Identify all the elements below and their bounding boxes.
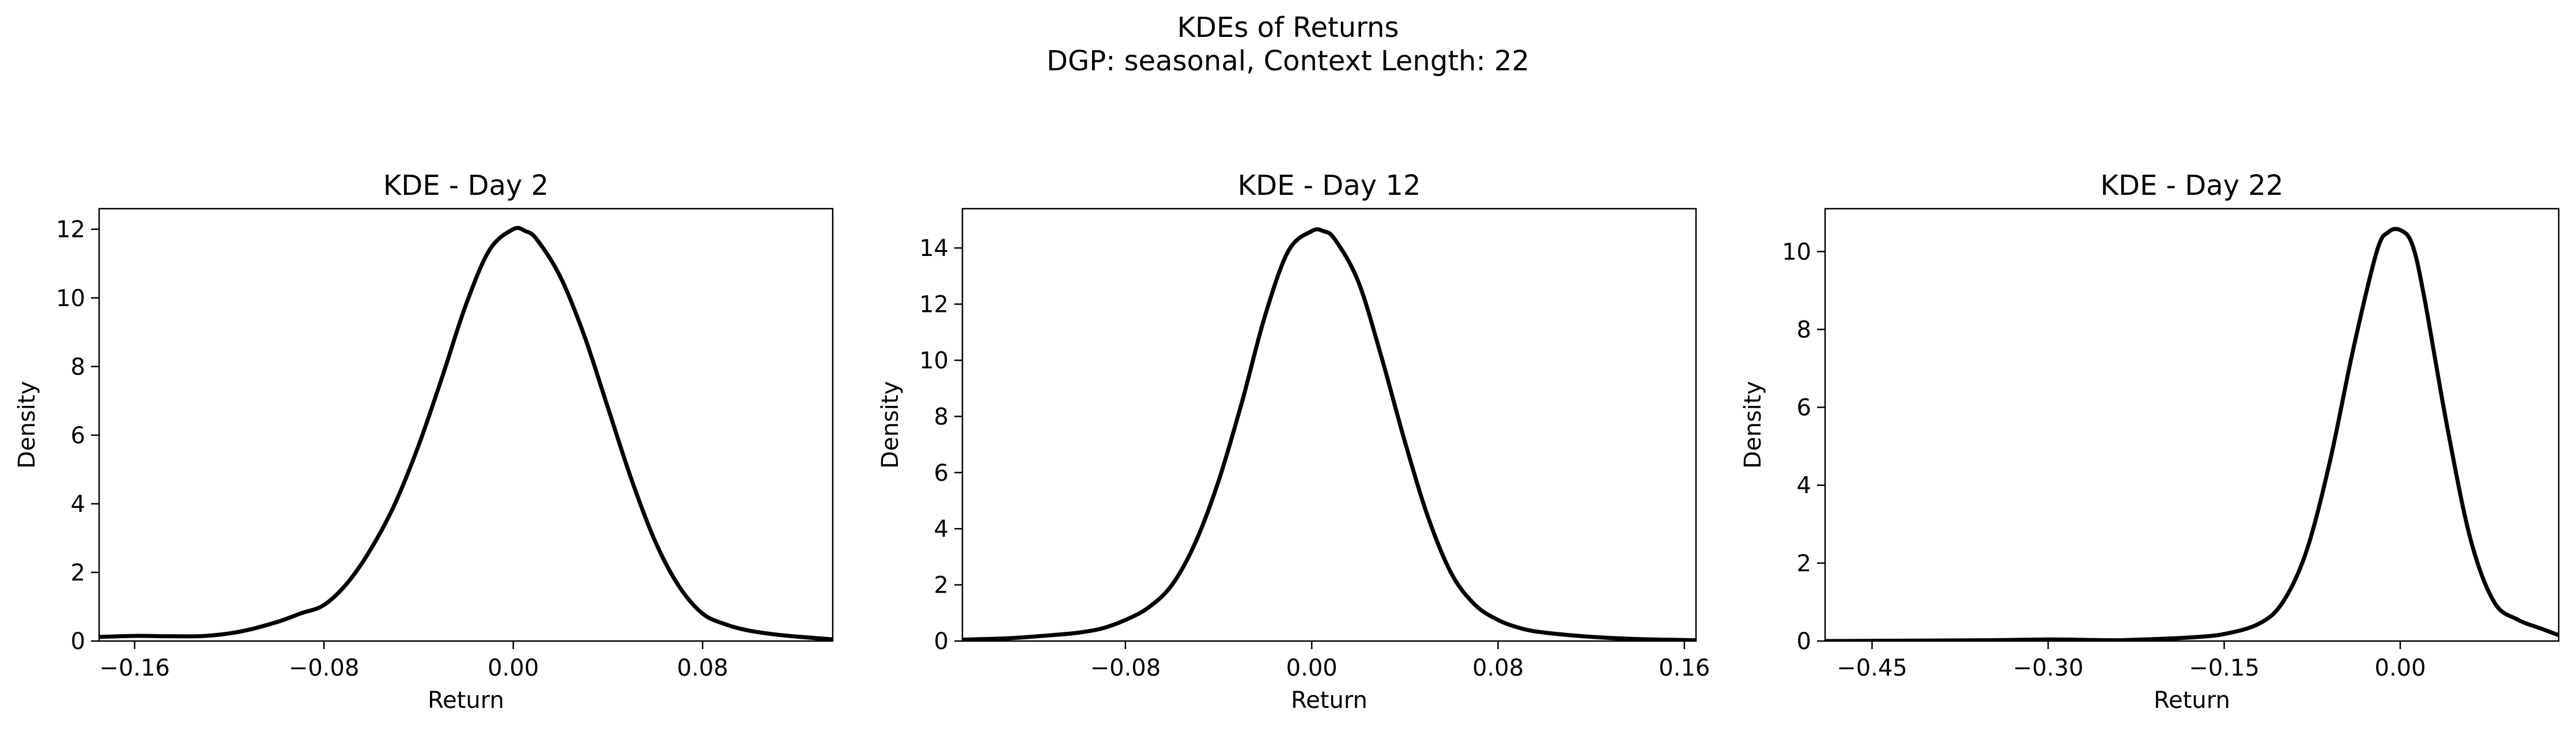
subplot-1-xtick-label: 0.08: [677, 655, 728, 681]
subplot-3-ytick-label: 8: [1797, 316, 1811, 343]
subplot-1-ytick-label: 12: [56, 217, 85, 243]
subplot-3-ytick-label: 4: [1797, 473, 1811, 499]
subplot-2-kde-line: [962, 227, 1696, 641]
subplot-3-ylabel: Density: [1740, 381, 1766, 469]
subplot-2-ytick-label: 2: [934, 572, 949, 599]
subplot-2-ytick-label: 14: [919, 235, 949, 262]
subplot-2-xtick-label: 0.16: [1659, 655, 1710, 681]
subplot-1-ylabel: Density: [14, 381, 40, 469]
subplot-1-ytick-label: 6: [71, 423, 85, 449]
subplot-2: KDE - Day 12 −0.08 0.00 0.08 0.16 0 2 4 6 8 10 12 14…: [877, 169, 1710, 714]
subplot-1-title: KDE - Day 2: [383, 169, 549, 202]
subplot-2-ytick-label: 0: [934, 628, 949, 655]
subplot-1-xlabel: Return: [428, 687, 504, 714]
subplot-2-ytick-label: 6: [934, 460, 949, 487]
subplot-1-ytick-label: 4: [71, 491, 85, 518]
subplot-2-xtick-label: −0.08: [1090, 655, 1161, 681]
subplot-3-kde-line: [1825, 227, 2559, 641]
subplot-1-ytick-label: 0: [71, 628, 85, 655]
subplot-3-xtick-label: −0.15: [2189, 655, 2260, 681]
subplot-3-xlabel: Return: [2154, 687, 2230, 714]
subplot-3-title: KDE - Day 22: [2101, 169, 2284, 202]
subplot-3-ytick-label: 10: [1782, 239, 1811, 265]
subplot-1-xtick-label: 0.00: [488, 655, 539, 681]
subplot-3-ytick-label: 0: [1797, 628, 1811, 655]
subplot-1-xtick-label: −0.08: [289, 655, 360, 681]
subplot-3-xtick-label: 0.00: [2375, 655, 2426, 681]
subplot-1-frame: [98, 208, 834, 642]
subplot-2-title: KDE - Day 12: [1238, 169, 1421, 202]
subplot-1-xtick-label: −0.16: [99, 655, 170, 681]
subplot-2-ylabel: Density: [877, 381, 904, 469]
subplot-2-xtick-label: 0.08: [1472, 655, 1524, 681]
subplot-3-frame: [1824, 208, 2560, 642]
subplot-panels: KDE - Day 2 −0.16 −0.08 0.00 0.08 0 2 4 6 8 10 12 Re…: [14, 169, 2560, 714]
subplot-3-xtick-label: −0.30: [2013, 655, 2084, 681]
subplot-1-ytick-label: 2: [71, 560, 85, 586]
subplot-3-ytick-label: 6: [1797, 395, 1811, 421]
subplot-2-xlabel: Return: [1291, 687, 1368, 714]
subplot-1: KDE - Day 2 −0.16 −0.08 0.00 0.08 0 2 4 6 8 10 12 Re…: [14, 169, 834, 714]
subplot-1-kde-line: [99, 225, 833, 641]
subplot-3-xtick-label: −0.45: [1837, 655, 1908, 681]
figure-title-line2: DGP: seasonal, Context Length: 22: [1047, 45, 1529, 77]
subplot-1-ytick-label: 10: [56, 285, 85, 312]
subplot-2-xtick-label: 0.00: [1286, 655, 1338, 681]
subplot-3-ytick-label: 2: [1797, 551, 1811, 577]
subplot-2-frame: [961, 208, 1697, 642]
subplot-2-ytick-label: 4: [934, 516, 949, 542]
subplot-2-ytick-label: 10: [919, 348, 949, 374]
subplot-2-ytick-label: 8: [934, 404, 949, 430]
figure-title-line1: KDEs of Returns: [1177, 12, 1399, 44]
subplot-1-ytick-label: 8: [71, 354, 85, 380]
subplot-3: KDE - Day 22 −0.45 −0.30 −0.15 0.00 0 2 4 6 8 10 Re…: [1740, 169, 2560, 714]
subplot-2-ytick-label: 12: [919, 292, 949, 318]
